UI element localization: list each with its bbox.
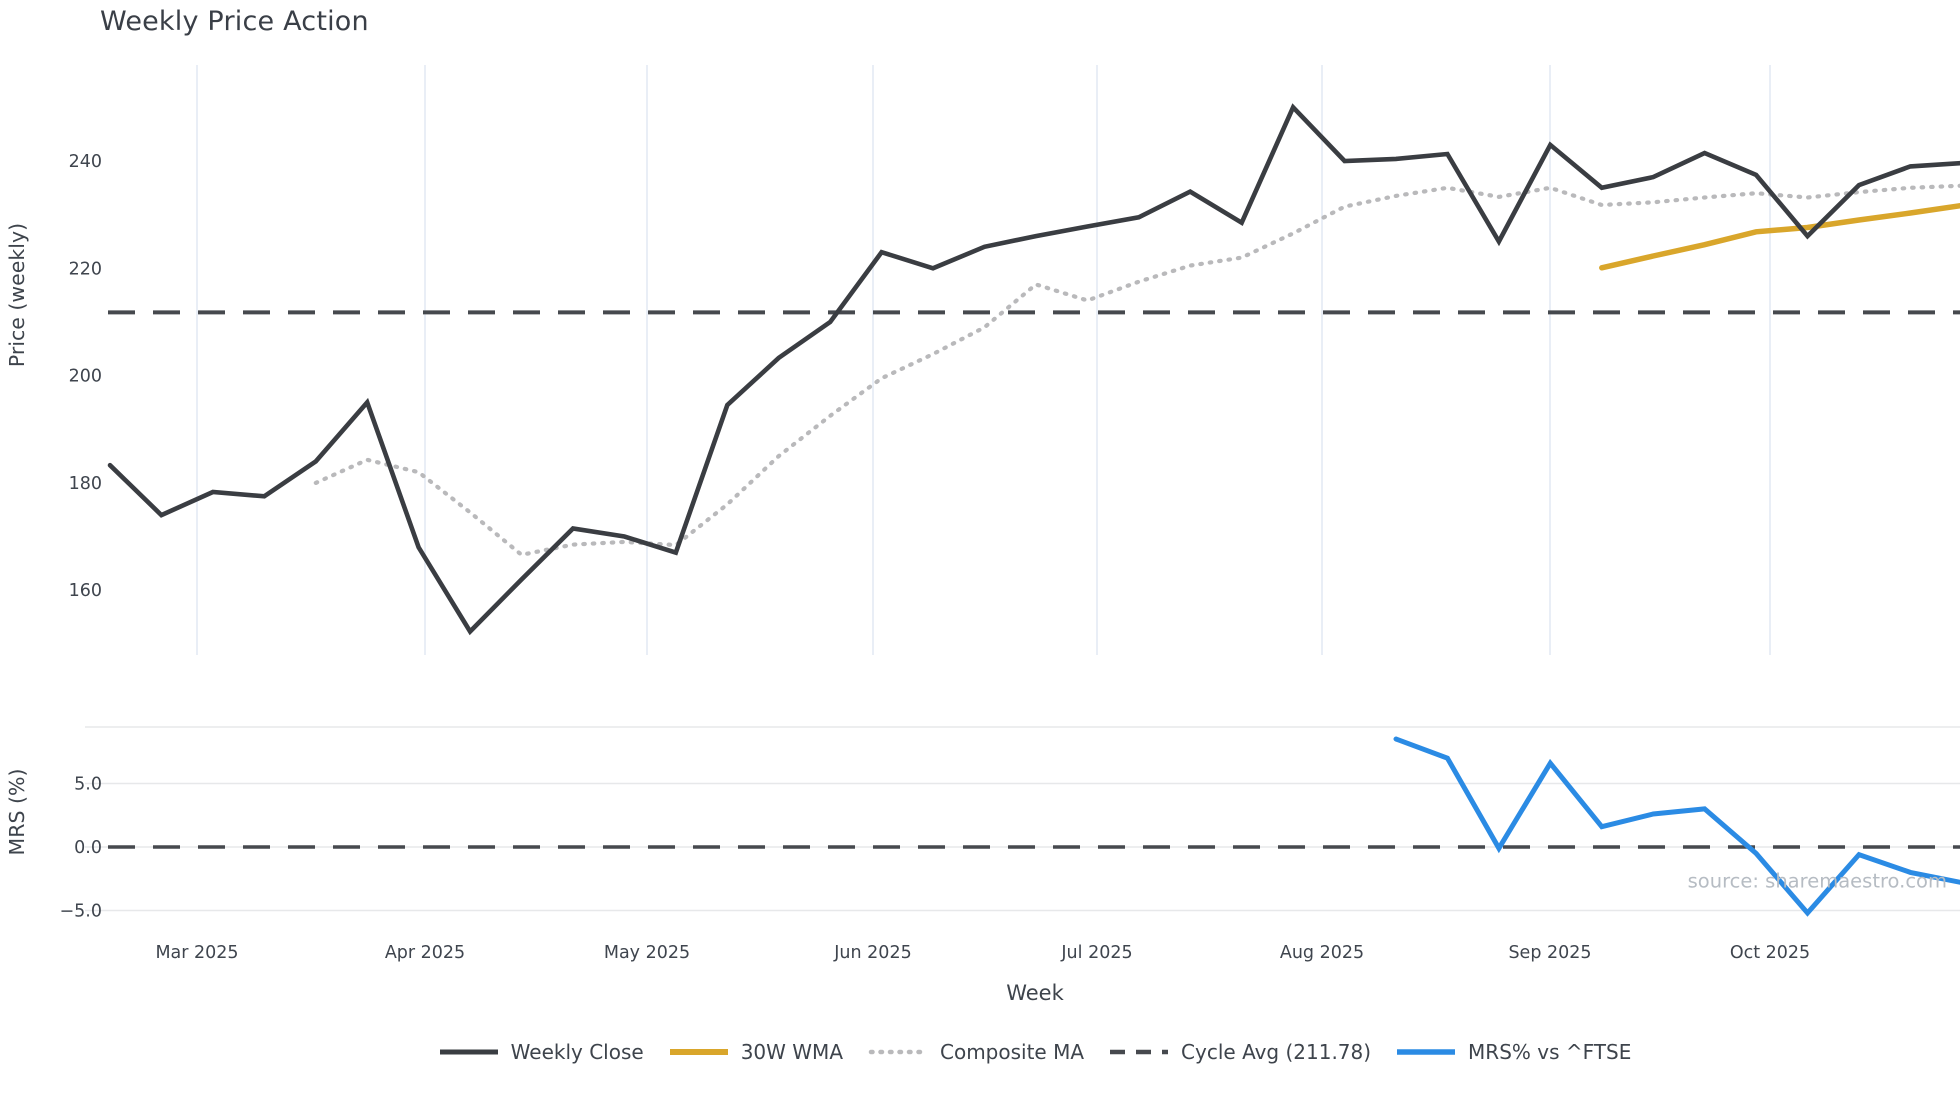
legend-label: Cycle Avg (211.78) <box>1181 1040 1372 1064</box>
legend-label: 30W WMA <box>740 1040 843 1064</box>
chart-title: Weekly Price Action <box>100 6 369 37</box>
chart-legend: Weekly Close 30W WMA Composite MA Cycle … <box>0 1028 1960 1076</box>
legend-item-composite-ma: Composite MA <box>868 1040 1084 1064</box>
weekly-close-swatch-icon <box>439 1049 498 1055</box>
legend-item-weekly-close: Weekly Close <box>439 1040 644 1064</box>
composite-swatch-icon <box>868 1049 928 1055</box>
composite-ma-line <box>313 183 1960 558</box>
x-axis-title: Week <box>1006 981 1064 1005</box>
month-tick-label: Sep 2025 <box>1508 943 1591 963</box>
mrs-swatch-icon <box>1397 1049 1456 1055</box>
month-tick-label: Jul 2025 <box>1060 943 1132 963</box>
price-ytick-label: 160 <box>69 581 102 601</box>
legend-label: MRS% vs ^FTSE <box>1468 1040 1632 1064</box>
price-ytick-label: 200 <box>69 367 102 387</box>
wma-30w-line <box>1599 202 1960 271</box>
weekly-close-line <box>107 103 1960 636</box>
month-tick-label: Apr 2025 <box>385 943 465 963</box>
legend-item-mrs: MRS% vs ^FTSE <box>1396 1040 1631 1064</box>
price-ytick-label: 220 <box>69 259 102 279</box>
price-ytick-label: 180 <box>69 474 102 494</box>
price-axis-title: Price (weekly) <box>5 222 29 368</box>
cycle-avg-swatch-icon <box>1110 1049 1169 1055</box>
source-note: source: sharemaestro.com <box>1687 869 1947 893</box>
legend-item-cycle-avg: Cycle Avg (211.78) <box>1109 1040 1371 1064</box>
mrs-ytick-label: 0.0 <box>74 838 102 858</box>
legend-label: Weekly Close <box>510 1040 644 1064</box>
mrs-ytick-label: 5.0 <box>74 775 102 795</box>
month-tick-label: Jun 2025 <box>833 943 911 963</box>
price-ytick-label: 240 <box>69 152 102 172</box>
month-tick-label: Aug 2025 <box>1280 943 1364 963</box>
mrs-line <box>1393 736 1960 917</box>
wma-swatch-icon <box>669 1049 728 1055</box>
legend-label: Composite MA <box>940 1040 1085 1064</box>
mrs-axis-title: MRS (%) <box>5 768 29 856</box>
month-tick-label: Mar 2025 <box>155 943 238 963</box>
month-tick-label: Oct 2025 <box>1730 943 1810 963</box>
legend-item-30w-wma: 30W WMA <box>669 1040 843 1064</box>
mrs-ytick-label: −5.0 <box>60 902 103 922</box>
month-tick-label: May 2025 <box>604 943 690 963</box>
